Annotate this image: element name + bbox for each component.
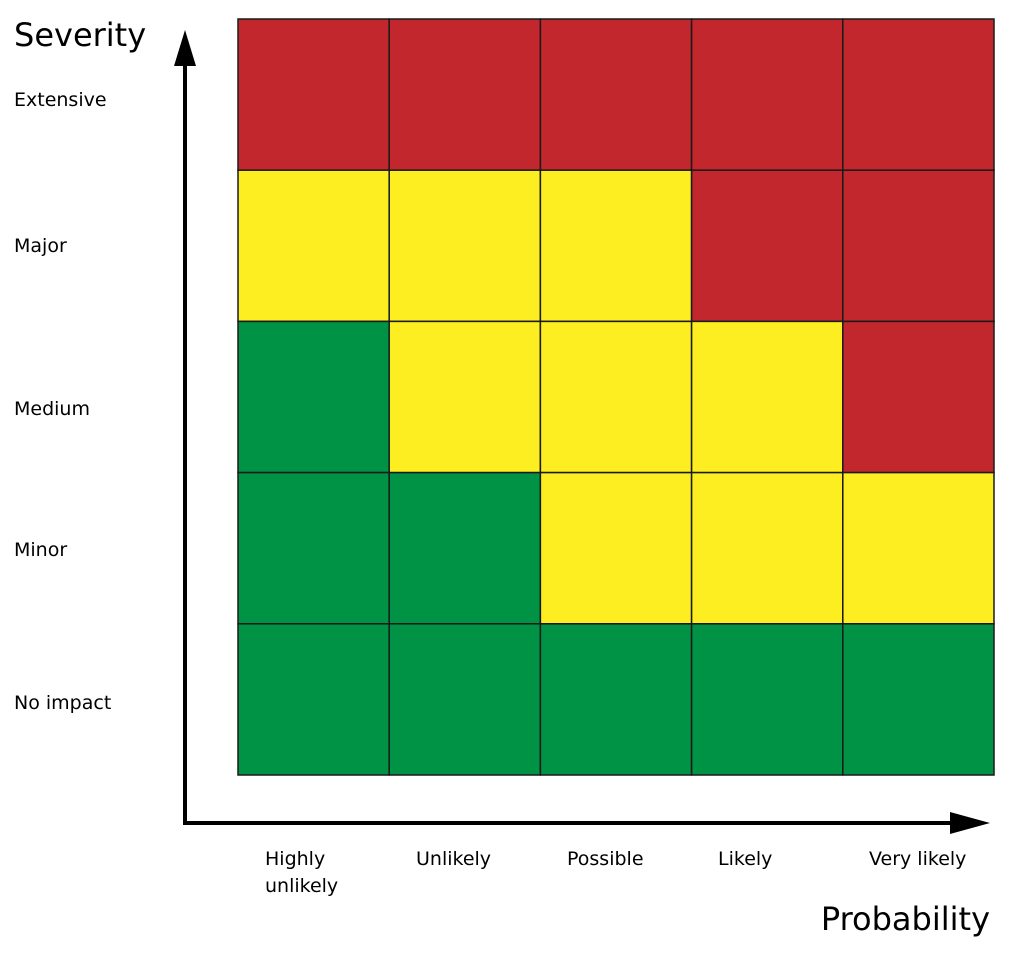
- y-tick-label: No impact: [14, 692, 111, 714]
- cell-no-impact-likely: [690, 623, 844, 776]
- y-tick-labels: Extensive Major Medium Minor No impact: [14, 89, 111, 714]
- cell-major-likely: [690, 169, 844, 323]
- cell-major-unlikely: [388, 169, 542, 323]
- x-tick-labels: Highly unlikely Unlikely Possible Likely Very…: [265, 848, 966, 897]
- cell-extensive-unlikely: [388, 18, 542, 171]
- y-tick-label: Major: [14, 235, 67, 257]
- x-axis-arrow-icon: [950, 812, 990, 834]
- cell-major-very-likely: [842, 169, 995, 323]
- cell-no-impact-highly-unlikely: [237, 623, 390, 776]
- cell-extensive-possible: [539, 18, 693, 171]
- axes: [174, 30, 990, 834]
- cell-no-impact-very-likely: [842, 623, 995, 776]
- cell-minor-highly-unlikely: [237, 471, 390, 625]
- x-tick-label: Unlikely: [416, 848, 491, 870]
- y-axis-arrow-icon: [174, 30, 196, 66]
- cell-medium-possible: [539, 320, 693, 474]
- cell-no-impact-unlikely: [388, 623, 542, 776]
- x-axis-title: Probability: [821, 900, 990, 938]
- cell-extensive-highly-unlikely: [237, 18, 390, 171]
- x-tick-label: Very likely: [869, 848, 966, 870]
- cell-minor-likely: [690, 471, 844, 625]
- cell-medium-highly-unlikely: [237, 320, 390, 474]
- cell-major-highly-unlikely: [237, 169, 390, 323]
- cell-extensive-likely: [690, 18, 844, 171]
- cell-major-possible: [539, 169, 693, 323]
- cell-minor-possible: [539, 471, 693, 625]
- y-tick-label: Minor: [14, 539, 67, 561]
- x-tick-label: Highly unlikely: [265, 848, 338, 897]
- x-tick-label: Possible: [567, 848, 644, 870]
- cell-extensive-very-likely: [842, 18, 995, 171]
- cell-minor-very-likely: [842, 471, 995, 625]
- y-axis-title: Severity: [14, 16, 146, 54]
- cell-medium-likely: [690, 320, 844, 474]
- matrix-cells: [237, 18, 995, 776]
- cell-medium-unlikely: [388, 320, 542, 474]
- x-tick-label: Likely: [718, 848, 772, 870]
- cell-no-impact-possible: [539, 623, 693, 776]
- cell-minor-unlikely: [388, 471, 542, 625]
- cell-medium-very-likely: [842, 320, 995, 474]
- y-tick-label: Medium: [14, 398, 90, 420]
- y-tick-label: Extensive: [14, 89, 107, 111]
